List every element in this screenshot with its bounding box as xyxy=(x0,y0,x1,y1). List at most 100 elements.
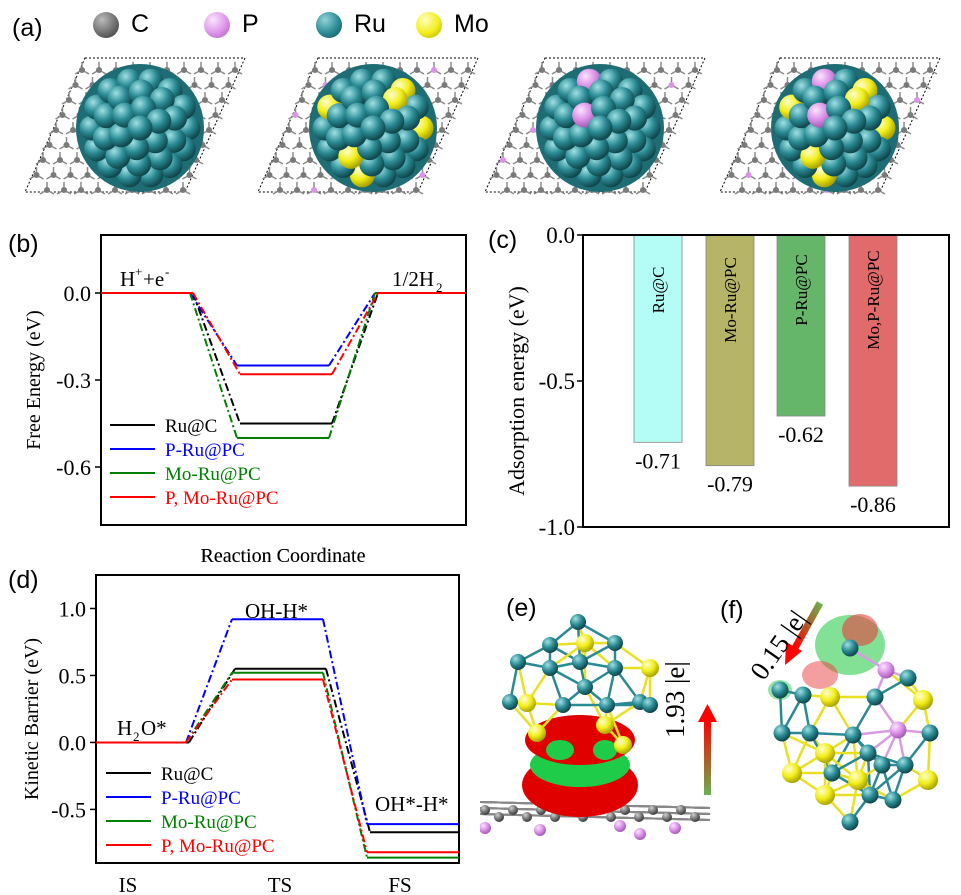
carbon-atom xyxy=(186,172,193,178)
carbon-atom xyxy=(881,172,888,178)
phosphorus-atom xyxy=(634,828,646,840)
state-label-left-sup: + xyxy=(135,264,142,279)
mo-atom xyxy=(815,743,835,763)
charge-transfer-arrow-shaft xyxy=(791,601,824,650)
panel-e-label: (e) xyxy=(506,594,537,622)
carbon-atom xyxy=(79,67,85,73)
carbon-atom xyxy=(439,127,445,133)
carbon-atom xyxy=(791,67,797,73)
ru-atom xyxy=(873,756,891,774)
state-label-is-sub: 2 xyxy=(133,729,140,744)
carbon-atom xyxy=(317,172,324,178)
carbon-atom xyxy=(666,127,672,133)
bar-category-label: P-Ru@PC xyxy=(792,254,811,325)
ru-atom xyxy=(379,108,405,134)
molybdenum-atom-icon xyxy=(416,11,442,38)
substrate-bond xyxy=(480,813,711,821)
mo-atom xyxy=(338,143,364,169)
carbon-atom xyxy=(208,82,215,88)
carbon-atom xyxy=(692,67,698,73)
carbon-atom xyxy=(556,67,562,73)
carbon-atom xyxy=(748,127,754,133)
carbon-atom xyxy=(735,157,741,163)
ru-atom xyxy=(856,127,882,153)
carbon-atom xyxy=(807,187,813,193)
charge-depletion-region xyxy=(546,740,574,760)
ru-atom xyxy=(510,654,526,670)
panel-f-label: (f) xyxy=(720,596,744,624)
carbon-atom xyxy=(538,187,544,193)
phosphorus-atom xyxy=(534,824,546,836)
panel-d-label: (d) xyxy=(8,566,39,594)
legend-label: Ru xyxy=(354,10,386,38)
carbon-atom xyxy=(765,127,771,133)
transition-line xyxy=(325,668,371,833)
x-axis-label: Reaction Coordinate xyxy=(201,545,366,560)
ru-atom xyxy=(565,143,591,169)
carbon-atom xyxy=(493,172,500,178)
transition-line xyxy=(185,672,233,743)
y-tick-label: -0.5 xyxy=(51,797,86,822)
carbon-atom xyxy=(458,82,465,88)
carbon-atom xyxy=(202,97,208,103)
mo-atom xyxy=(820,687,840,707)
mo-atom xyxy=(641,659,659,677)
y-tick-label: 0.0 xyxy=(64,281,92,306)
bar-category-label: Mo,P-Ru@PC xyxy=(864,250,883,349)
x-tick-label: FS xyxy=(388,873,411,895)
transition-line xyxy=(188,668,236,743)
legend-label: C xyxy=(131,10,150,38)
carbon-atom xyxy=(44,187,50,193)
carbon-atom xyxy=(277,187,283,193)
ru-atom xyxy=(861,786,879,804)
carbon-atom xyxy=(435,97,441,103)
carbon-atom xyxy=(286,127,292,133)
y-tick-label: 1.0 xyxy=(59,596,87,621)
carbon-atom xyxy=(163,187,169,193)
structure-models xyxy=(24,57,941,195)
carbon-atom xyxy=(886,82,893,88)
ru-atom xyxy=(896,756,914,774)
carbon-atom xyxy=(522,812,532,822)
carbon-atom xyxy=(739,187,745,193)
mo-atom xyxy=(844,87,870,113)
carbon-atom-icon xyxy=(93,11,119,38)
carbon-atom xyxy=(910,67,916,73)
carbon-atom xyxy=(901,127,907,133)
phosphorus-atom xyxy=(530,127,536,133)
ru-atom xyxy=(542,660,558,676)
state-label-is-cont: O* xyxy=(141,716,167,740)
carbon-atom xyxy=(300,172,307,178)
carbon-atom xyxy=(112,187,118,193)
carbon-atom xyxy=(191,82,198,88)
carbon-atom xyxy=(756,187,762,193)
carbon-atom xyxy=(307,157,313,163)
charge-accumulation-region xyxy=(842,614,878,646)
adsorption-energy-chart: 0.0 -0.5 -1.0 Adsorption energy (eV) Ru@C -0.… xyxy=(504,223,950,540)
legend-label: P xyxy=(242,10,259,38)
carbon-atom xyxy=(266,172,273,178)
ru-atom xyxy=(341,122,367,148)
carbon-atom xyxy=(532,82,539,88)
carbon-atom xyxy=(72,82,79,88)
carbon-atom xyxy=(858,187,864,193)
carbon-atom xyxy=(294,187,300,193)
legend-item-ru: Ru xyxy=(316,10,386,39)
carbon-atom xyxy=(762,172,769,178)
phosphorus-atom xyxy=(311,187,317,193)
ru-atom xyxy=(788,103,814,129)
ru-atom xyxy=(146,108,172,134)
carbon-atom xyxy=(527,172,534,178)
phosphorus-atom xyxy=(431,67,437,73)
carbon-atom xyxy=(620,805,630,815)
carbon-atom xyxy=(662,97,668,103)
ru-atom xyxy=(921,724,939,742)
carbon-atom xyxy=(876,67,882,73)
legend-item-c: C xyxy=(93,10,149,39)
charge-transfer-label-e: 1.93 |e| xyxy=(660,661,690,738)
ru-atom xyxy=(841,813,859,831)
bar xyxy=(633,234,683,443)
carbon-atom xyxy=(296,142,303,148)
transition-line xyxy=(328,292,376,439)
ru-atom xyxy=(105,143,131,169)
